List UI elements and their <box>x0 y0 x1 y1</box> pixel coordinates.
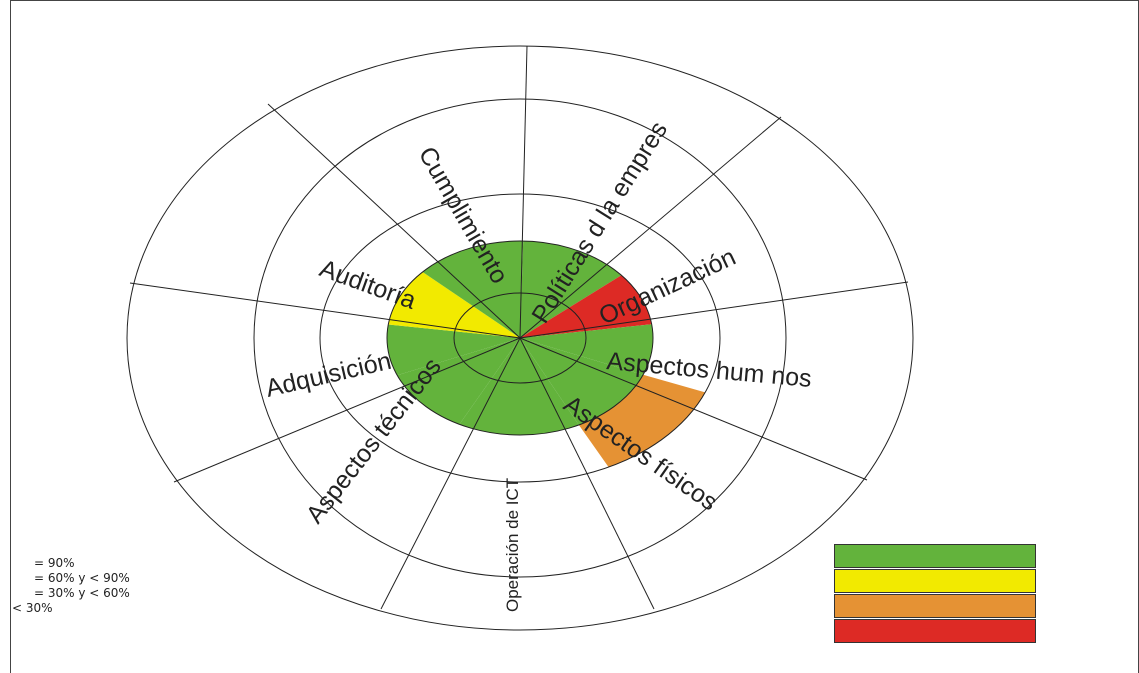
legend-text: = 90% = 60% y < 90% = 30% y < 60% < 30% <box>12 556 130 616</box>
sector-fill-8 <box>388 272 520 338</box>
sector-fill-3 <box>520 338 644 425</box>
legend-text-1: = 90% <box>34 556 75 570</box>
frame-border-top <box>10 0 1139 1</box>
sector-fill-4 <box>578 374 706 468</box>
ring-5 <box>126 45 914 631</box>
legend-text-4: < 30% <box>12 601 53 615</box>
frame-border-left <box>10 0 11 673</box>
spoke-8 <box>129 282 521 339</box>
spoke-1 <box>519 45 528 339</box>
sector-fill-9 <box>422 241 524 338</box>
sector-fill-0 <box>520 241 622 338</box>
label-adquisicion: Adquisición <box>263 347 394 403</box>
ring-2 <box>386 240 654 436</box>
sector-fill-1 <box>520 275 652 338</box>
spoke-4 <box>519 337 868 481</box>
legend-swatch-red <box>834 619 1036 643</box>
spoke-7 <box>173 337 521 483</box>
rings <box>126 45 914 631</box>
spokes <box>129 45 909 610</box>
sector-fill-6 <box>397 338 520 425</box>
sector-fill-7 <box>387 324 520 376</box>
legend-text-2: = 60% y < 90% <box>34 571 130 585</box>
spoke-3 <box>519 281 909 339</box>
label-operacion-ict: Operación de ICT <box>503 478 522 612</box>
legend-swatch-yellow <box>834 569 1036 593</box>
spoke-2 <box>519 116 782 339</box>
sector-fill-5 <box>459 338 579 435</box>
ring-3 <box>319 193 721 483</box>
spoke-5 <box>519 337 655 610</box>
spoke-9 <box>267 103 521 339</box>
legend-swatch-green <box>834 544 1036 568</box>
sector-fill-2 <box>520 324 653 375</box>
legend-swatches <box>834 544 1036 644</box>
sector-fills <box>387 241 706 468</box>
ring-4 <box>253 98 787 578</box>
legend-text-3: = 30% y < 60% <box>34 586 130 600</box>
label-auditoria: Auditoría <box>316 254 420 315</box>
legend-swatch-orange <box>834 594 1036 618</box>
ring-1 <box>453 292 587 384</box>
spoke-6 <box>380 337 521 610</box>
